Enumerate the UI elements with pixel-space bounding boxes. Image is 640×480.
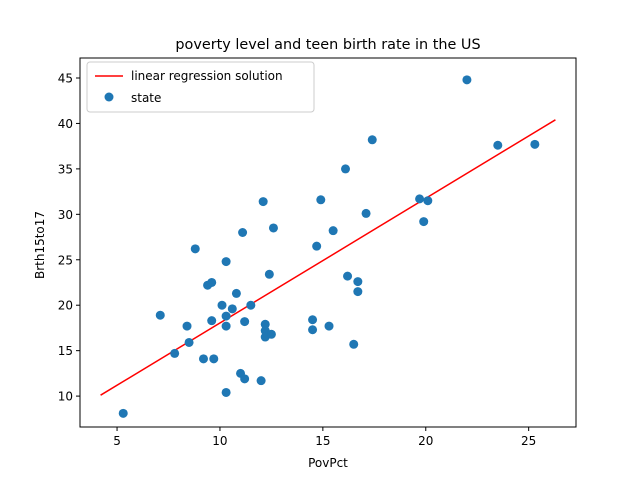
x-axis-label: PovPct bbox=[308, 456, 348, 470]
y-tick-label: 35 bbox=[58, 162, 73, 176]
data-point bbox=[190, 244, 200, 254]
data-point bbox=[231, 288, 241, 298]
data-point bbox=[264, 269, 274, 279]
data-point bbox=[308, 315, 318, 325]
y-tick-label: 30 bbox=[58, 208, 73, 222]
data-point bbox=[266, 329, 276, 339]
data-point bbox=[155, 310, 165, 320]
data-point bbox=[182, 321, 192, 331]
x-tick-label: 15 bbox=[315, 434, 330, 448]
data-point bbox=[343, 271, 353, 281]
x-tick-label: 5 bbox=[113, 434, 121, 448]
data-point bbox=[221, 257, 231, 267]
data-point bbox=[238, 228, 248, 238]
chart-title: poverty level and teen birth rate in the… bbox=[175, 37, 480, 53]
data-point bbox=[198, 354, 208, 364]
legend-label-scatter: state bbox=[131, 91, 161, 105]
data-point bbox=[221, 311, 231, 321]
data-point bbox=[217, 300, 227, 310]
x-tick-label: 20 bbox=[418, 434, 433, 448]
data-point bbox=[240, 317, 250, 327]
data-point bbox=[353, 277, 363, 287]
y-tick-label: 10 bbox=[58, 390, 73, 404]
data-point bbox=[221, 321, 231, 331]
y-tick-label: 15 bbox=[58, 344, 73, 358]
data-point bbox=[209, 354, 219, 364]
data-point bbox=[340, 164, 350, 174]
data-point bbox=[353, 287, 363, 297]
axes: 5 10 15 20 25 10 15 20 25 30 35 40 45 bbox=[58, 57, 577, 448]
data-point bbox=[258, 197, 268, 207]
legend-scatter-swatch bbox=[104, 92, 114, 102]
plot-area bbox=[100, 75, 556, 418]
data-point bbox=[246, 300, 256, 310]
data-point bbox=[493, 140, 503, 150]
data-point bbox=[184, 337, 194, 347]
axes-frame bbox=[79, 57, 577, 428]
data-point bbox=[324, 321, 334, 331]
data-point bbox=[221, 387, 231, 397]
legend-label-line: linear regression solution bbox=[131, 69, 283, 83]
data-point bbox=[207, 277, 217, 287]
data-point bbox=[227, 304, 237, 314]
data-point bbox=[423, 196, 433, 206]
data-point bbox=[462, 75, 472, 85]
data-point bbox=[328, 226, 338, 236]
y-tick-label: 25 bbox=[58, 253, 73, 267]
y-tick-label: 45 bbox=[58, 71, 73, 85]
data-point bbox=[415, 194, 425, 204]
data-point bbox=[256, 376, 266, 386]
data-point bbox=[312, 241, 322, 251]
data-point bbox=[530, 139, 540, 149]
data-point bbox=[240, 374, 250, 384]
data-point bbox=[118, 408, 128, 418]
legend-box bbox=[86, 61, 315, 113]
data-point bbox=[367, 135, 377, 145]
x-tick-label: 10 bbox=[212, 434, 227, 448]
data-point bbox=[260, 319, 270, 329]
data-point bbox=[361, 208, 371, 218]
data-point bbox=[419, 217, 429, 227]
y-axis-label: Brth15to17 bbox=[33, 211, 47, 279]
legend: linear regression solution state bbox=[86, 61, 315, 113]
data-point bbox=[207, 316, 217, 326]
y-tick-label: 20 bbox=[58, 299, 73, 313]
data-point bbox=[268, 223, 278, 233]
data-point bbox=[170, 348, 180, 358]
data-point bbox=[349, 339, 359, 349]
data-point bbox=[316, 195, 326, 205]
data-point bbox=[308, 325, 318, 335]
x-tick-label: 25 bbox=[521, 434, 536, 448]
y-tick-label: 40 bbox=[58, 117, 73, 131]
